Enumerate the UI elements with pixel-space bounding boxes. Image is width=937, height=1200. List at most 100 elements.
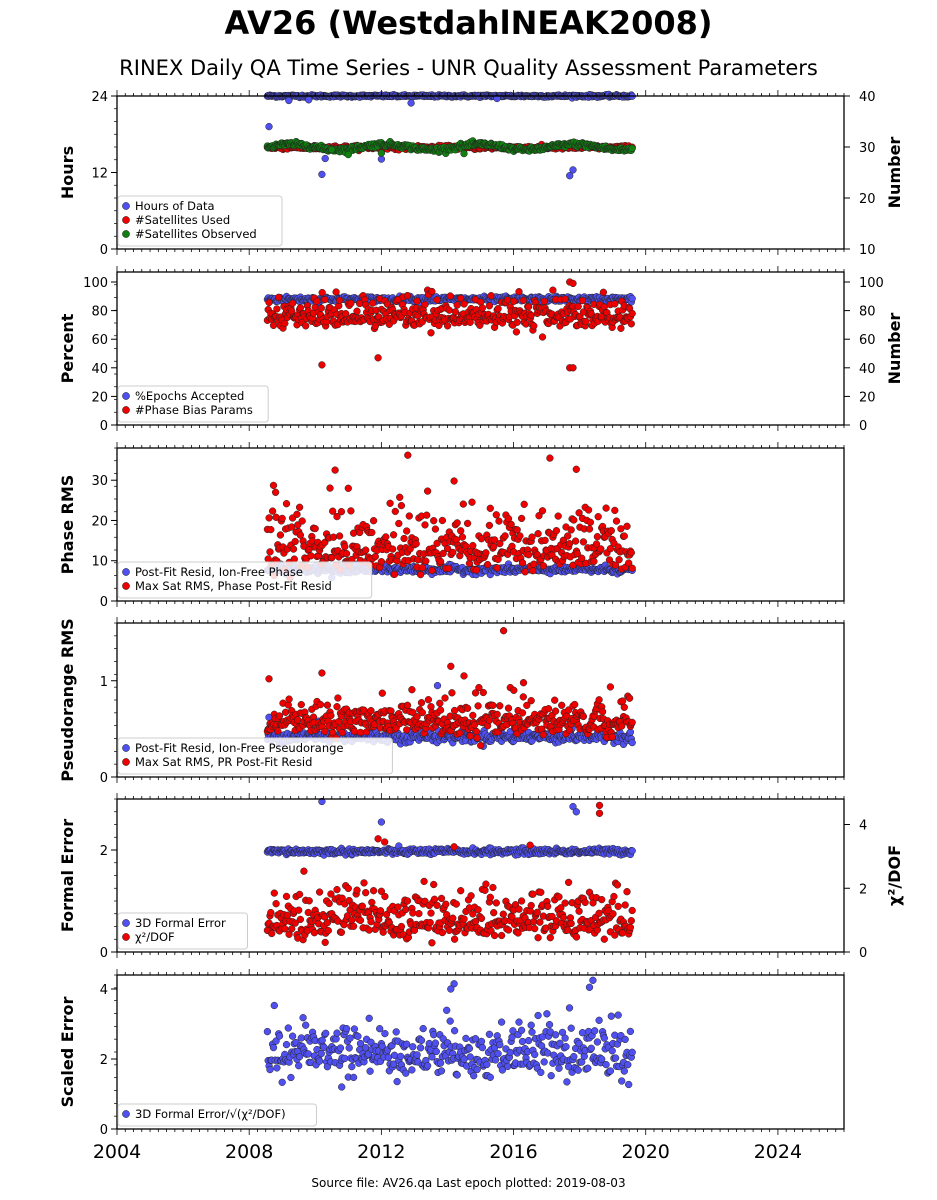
data-point: [412, 540, 420, 548]
data-point: [469, 541, 477, 550]
y-axis-label: Phase RMS: [58, 475, 77, 575]
data-point: [590, 557, 598, 566]
legend: Hours of Data#Satellites Used#Satellites…: [117, 195, 283, 247]
data-point: [318, 288, 326, 297]
data-point-outlier: [318, 669, 326, 677]
y-tick-label: 12: [91, 167, 108, 182]
data-point: [582, 317, 590, 326]
legend-entry: Max Sat RMS, PR Post-Fit Resid: [135, 755, 312, 769]
data-point: [549, 286, 557, 294]
data-point: [539, 730, 548, 739]
data-point: [269, 481, 278, 490]
data-point: [602, 504, 610, 512]
page-title: AV26 (WestdahlNEAK2008): [224, 4, 713, 42]
y-tick-label: 0: [100, 595, 108, 610]
data-point-outlier: [499, 627, 508, 635]
data-point-outlier: [447, 662, 455, 670]
y2-tick-label: 40: [859, 90, 876, 105]
series-3-points: [263, 137, 636, 159]
data-points: [263, 797, 636, 947]
legend-marker: [122, 582, 130, 590]
data-point: [356, 728, 365, 737]
data-point: [474, 702, 482, 710]
data-point-outlier: [569, 279, 577, 288]
data-point: [408, 686, 416, 694]
y-axis-label: Percent: [58, 313, 77, 383]
data-point: [529, 567, 537, 575]
y-tick-label: 0: [100, 771, 108, 786]
data-point: [494, 305, 502, 313]
data-point: [281, 708, 290, 716]
data-point: [519, 296, 527, 305]
data-point-outlier: [344, 484, 352, 492]
data-point: [477, 741, 485, 750]
data-point: [421, 300, 429, 309]
data-point: [341, 543, 349, 551]
legend-marker: [122, 230, 130, 238]
data-point: [510, 686, 518, 694]
data-point-outlier: [374, 354, 382, 362]
data-point: [423, 487, 432, 495]
data-point: [386, 499, 394, 507]
data-points: [263, 627, 636, 750]
data-point: [565, 540, 574, 548]
data-point: [597, 545, 605, 553]
data-point: [267, 525, 275, 534]
y-tick-label: 0: [100, 419, 108, 434]
legend-entry: #Satellites Used: [135, 213, 230, 227]
legend-entry: Post-Fit Resid, Ion-Free Pseudorange: [135, 741, 343, 755]
data-point: [469, 711, 477, 720]
data-point: [578, 296, 587, 305]
data-point: [275, 293, 283, 301]
data-point: [290, 555, 298, 563]
data-point: [449, 548, 457, 557]
data-point: [403, 726, 411, 734]
data-point-outlier: [265, 122, 273, 131]
data-point-outlier: [569, 166, 577, 174]
data-point: [522, 320, 530, 328]
y-tick-label: 30: [91, 474, 108, 489]
data-point: [443, 322, 452, 330]
data-point: [524, 551, 533, 559]
data-point: [350, 727, 359, 735]
legend-marker: [122, 568, 130, 576]
data-point: [313, 297, 321, 305]
y-tick-label: 1: [100, 675, 108, 690]
data-point: [538, 333, 547, 341]
data-point-outlier: [404, 451, 412, 459]
data-point: [389, 531, 398, 539]
data-point: [540, 297, 548, 305]
data-point: [472, 727, 480, 736]
data-point: [321, 295, 329, 304]
data-point-outlier: [566, 172, 574, 180]
data-point: [335, 296, 344, 304]
data-point: [558, 701, 566, 709]
series-2-points: [263, 627, 636, 750]
legend-entry: Max Sat RMS, Phase Post-Fit Resid: [135, 579, 332, 593]
data-point-outlier: [519, 679, 528, 687]
data-point: [527, 311, 535, 320]
legend-box: [117, 195, 283, 247]
data-point: [574, 302, 582, 311]
data-point-outlier: [377, 149, 386, 157]
y-tick-label: 40: [91, 362, 108, 377]
data-point: [625, 694, 634, 702]
data-point: [266, 548, 274, 556]
legend-entry: #Phase Bias Params: [135, 403, 253, 417]
data-point: [612, 517, 621, 525]
data-point: [367, 707, 375, 715]
data-point: [538, 507, 547, 515]
data-point-outlier: [546, 454, 554, 462]
data-point: [390, 570, 399, 579]
data-point-outlier: [285, 96, 293, 105]
legend-entry: Hours of Data: [135, 199, 215, 213]
data-point-outlier: [460, 672, 468, 680]
data-point: [544, 705, 553, 713]
data-point: [293, 510, 301, 518]
data-point: [459, 500, 467, 508]
data-point: [416, 570, 425, 579]
data-point: [456, 729, 464, 737]
legend-marker: [122, 758, 130, 766]
